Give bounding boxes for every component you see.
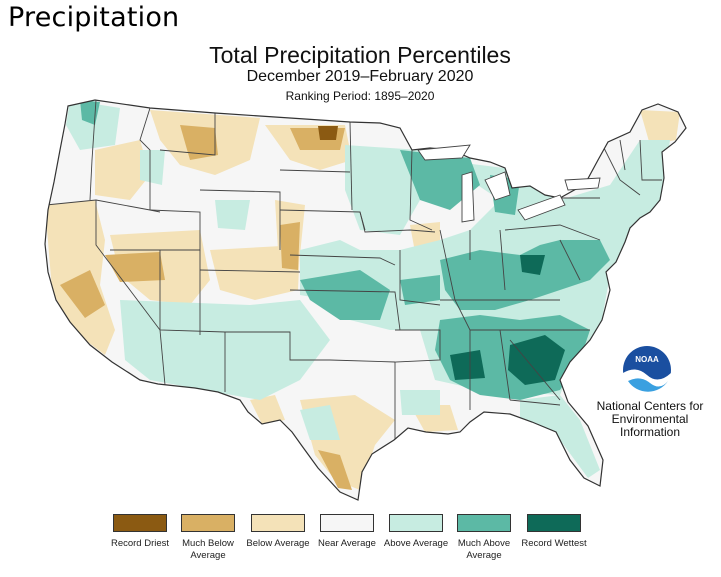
- state-borders: [45, 100, 662, 440]
- legend-item: Record Driest: [104, 514, 176, 550]
- legend-label: Record Wettest: [521, 538, 587, 549]
- map-subtitle: December 2019–February 2020: [246, 68, 474, 85]
- precip-regions: [45, 100, 680, 490]
- noaa-logo-text: NOAA: [635, 355, 659, 364]
- legend-swatch: [113, 514, 167, 532]
- great-lakes: [417, 144, 601, 223]
- agency-name: National Centers for Environmental Infor…: [596, 399, 704, 439]
- map-title: Total Precipitation Percentiles: [209, 42, 511, 68]
- legend-item: Much Below Average: [172, 514, 244, 562]
- ranking-period: Ranking Period: 1895–2020: [285, 89, 435, 103]
- legend-item: Above Average: [380, 514, 452, 550]
- region-record-wettest: [450, 255, 565, 385]
- legend-label: Much Below Average: [182, 538, 234, 561]
- legend-swatch: [251, 514, 305, 532]
- legend-label: Record Driest: [110, 538, 170, 549]
- legend-swatch: [389, 514, 443, 532]
- us-border: [44, 99, 687, 501]
- noaa-logo-icon: NOAA: [623, 346, 671, 395]
- legend-swatch: [320, 514, 374, 532]
- legend-swatch: [527, 514, 581, 532]
- legend-label: Above Average: [383, 538, 449, 549]
- legend-label: Near Average: [318, 538, 376, 549]
- legend-swatch: [181, 514, 235, 532]
- legend-label: Below Average: [246, 538, 310, 549]
- slide-title: Precipitation: [8, 2, 180, 33]
- legend: Record Driest Much Below Average Below A…: [104, 514, 604, 574]
- region-record-driest: [318, 126, 338, 140]
- legend-item: Near Average: [311, 514, 383, 550]
- legend-item: Much Above Average: [448, 514, 520, 562]
- legend-label: Much Above Average: [457, 538, 511, 561]
- legend-item: Record Wettest: [518, 514, 590, 550]
- legend-item: Below Average: [242, 514, 314, 550]
- legend-swatch: [457, 514, 511, 532]
